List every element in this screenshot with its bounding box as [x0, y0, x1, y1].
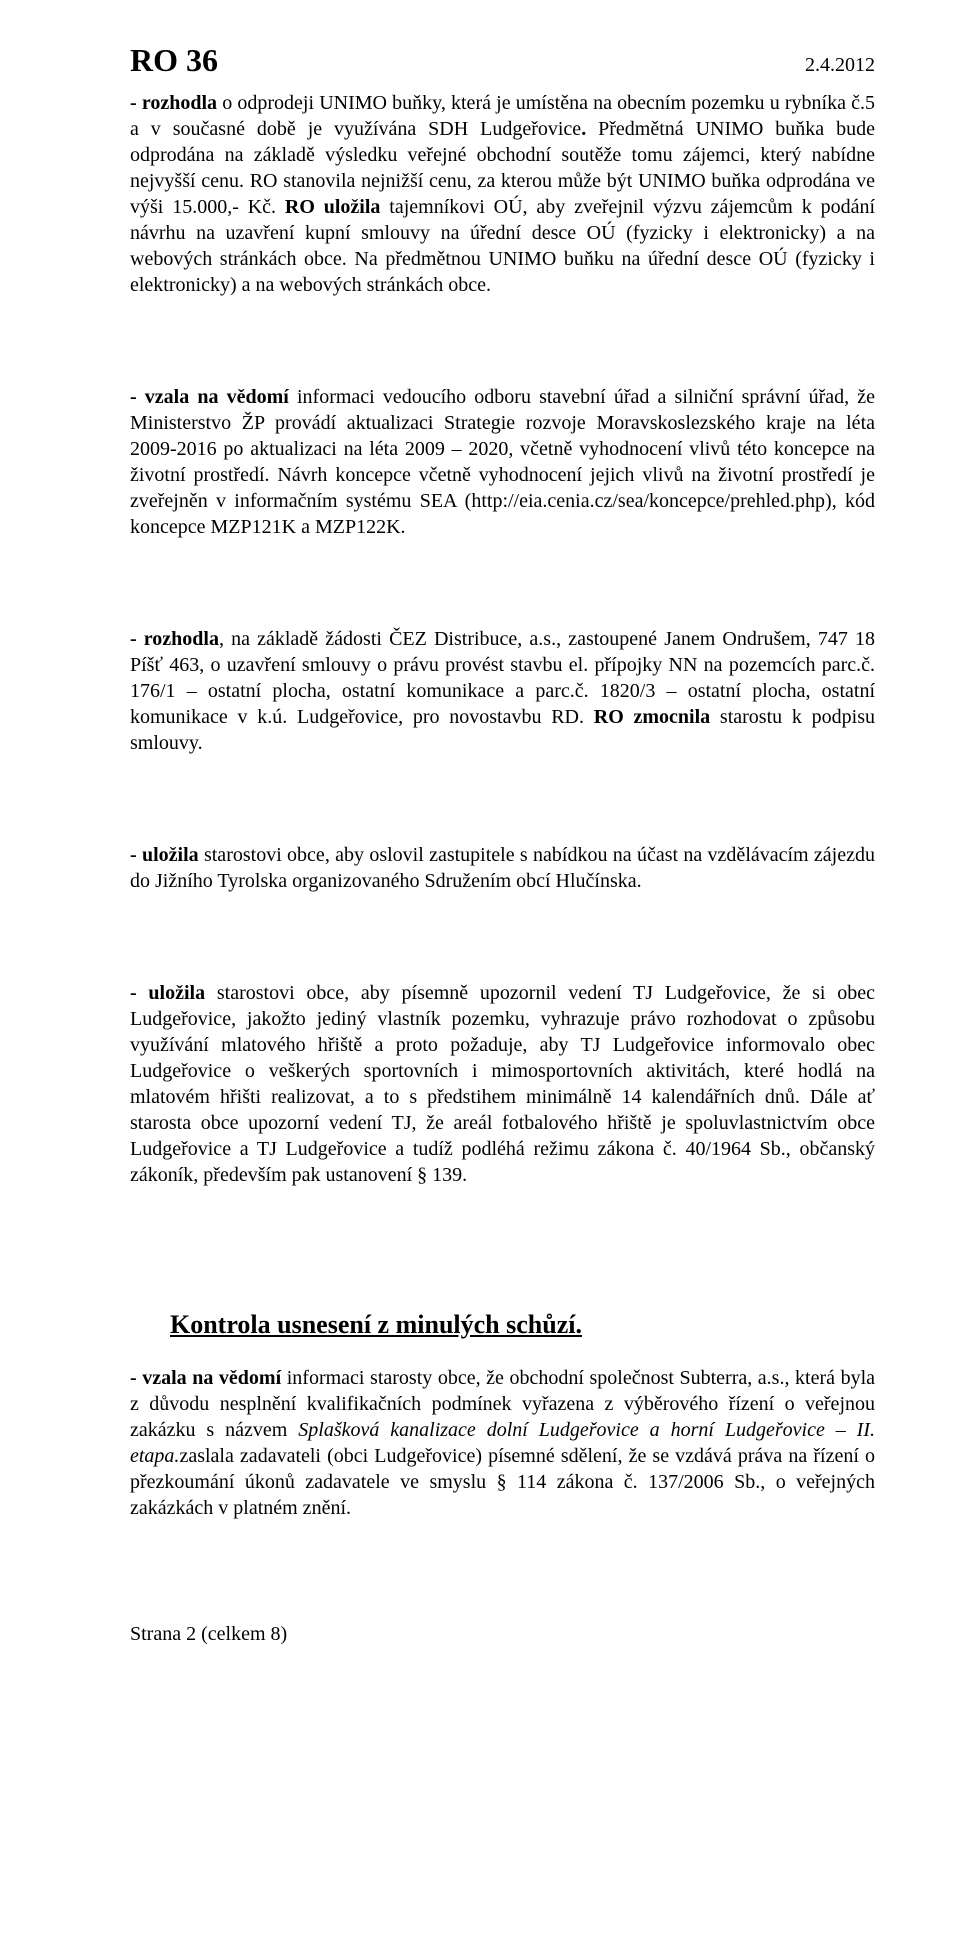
paragraph-2: - vzala na vědomí informaci vedoucího od…	[130, 384, 875, 540]
para3-lead: - rozhodla	[130, 628, 219, 650]
para2-lead: - vzala na vědomí	[130, 386, 289, 408]
para5-text: starostovi obce, aby písemně upozornil v…	[130, 982, 875, 1186]
para2-text: informaci vedoucího odboru stavební úřad…	[130, 386, 875, 538]
page-footer: Strana 2 (celkem 8)	[130, 1621, 875, 1647]
paragraph-1: - rozhodla o odprodeji UNIMO buňky, kter…	[130, 90, 875, 298]
para3-bold2: RO zmocnila	[594, 706, 710, 728]
para6-lead: - vzala na vědomí	[130, 1367, 281, 1389]
para5-lead: - uložila	[130, 982, 205, 1004]
document-date: 2.4.2012	[805, 52, 875, 78]
document-header: RO 36 2.4.2012	[130, 40, 875, 82]
para1-bold3: RO uložila	[285, 196, 381, 218]
paragraph-5: - uložila starostovi obce, aby písemně u…	[130, 980, 875, 1188]
para6-t2: zaslala zadavateli (obci Ludgeřovice) pí…	[130, 1445, 875, 1519]
para1-lead: - rozhodla	[130, 92, 217, 114]
section-heading: Kontrola usnesení z minulých schůzí.	[170, 1308, 875, 1342]
para4-text: starostovi obce, aby oslovil zastupitele…	[130, 844, 875, 892]
para4-lead: - uložila	[130, 844, 199, 866]
paragraph-6: - vzala na vědomí informaci starosty obc…	[130, 1365, 875, 1521]
document-title: RO 36	[130, 40, 218, 82]
para1-bold2: .	[581, 118, 598, 140]
paragraph-4: - uložila starostovi obce, aby oslovil z…	[130, 842, 875, 894]
paragraph-3: - rozhodla, na základě žádosti ČEZ Distr…	[130, 626, 875, 756]
